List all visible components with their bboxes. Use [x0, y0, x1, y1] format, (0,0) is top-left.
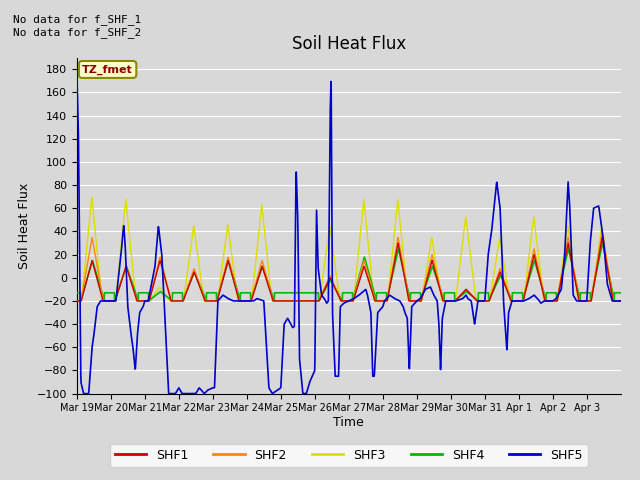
X-axis label: Time: Time: [333, 416, 364, 429]
Text: No data for f_SHF_1
No data for f_SHF_2: No data for f_SHF_1 No data for f_SHF_2: [13, 14, 141, 38]
Y-axis label: Soil Heat Flux: Soil Heat Flux: [18, 182, 31, 269]
Text: TZ_fmet: TZ_fmet: [82, 64, 133, 74]
Legend: SHF1, SHF2, SHF3, SHF4, SHF5: SHF1, SHF2, SHF3, SHF4, SHF5: [109, 444, 588, 467]
Title: Soil Heat Flux: Soil Heat Flux: [292, 35, 406, 53]
